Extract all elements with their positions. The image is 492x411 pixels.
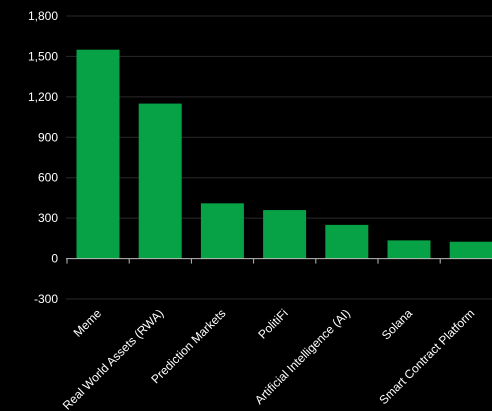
y-tick-label: -300 [34, 292, 58, 306]
bar[interactable] [387, 240, 431, 259]
y-tick-label: 1,200 [28, 90, 58, 104]
bar[interactable] [138, 103, 182, 259]
bar[interactable] [76, 49, 120, 259]
bars [76, 49, 492, 259]
bar[interactable] [200, 203, 244, 259]
y-tick-label: 1,500 [28, 49, 58, 63]
bar[interactable] [449, 241, 492, 259]
y-tick-label: 900 [38, 130, 58, 144]
x-tick-label: Solana [379, 306, 416, 343]
x-tick-label: Meme [71, 306, 105, 340]
y-tick-label: 600 [38, 171, 58, 185]
gridlines [66, 15, 492, 300]
x-tick-label: PolitiFi [255, 306, 290, 341]
y-tick-label: 300 [38, 211, 58, 225]
bar[interactable] [263, 210, 307, 259]
y-axis-tick-labels: -300 0 300 600 900 1,200 1,500 1,800 [28, 9, 58, 306]
x-axis [66, 258, 492, 264]
bar[interactable] [325, 224, 369, 259]
x-tick-label: Real World Assets (RWA) [60, 306, 166, 411]
y-tick-label: 0 [51, 252, 58, 266]
y-tick-label: 1,800 [28, 9, 58, 23]
